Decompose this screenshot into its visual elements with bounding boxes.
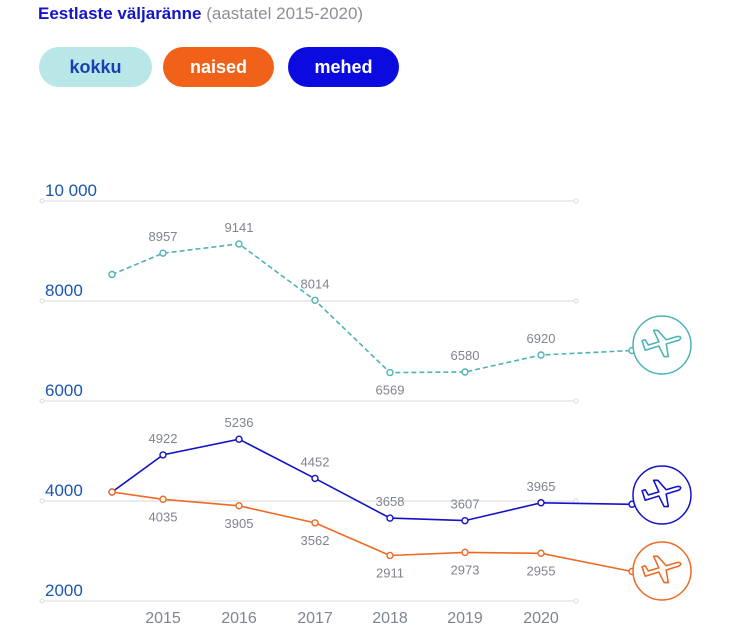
data-point-naised (108, 488, 116, 496)
data-label-mehed: 3658 (376, 494, 405, 509)
plane-icon (641, 329, 682, 358)
data-point-mehed (461, 516, 469, 525)
data-point-mehed (386, 514, 394, 522)
x-tick-label: 2017 (297, 610, 333, 627)
grid-line-start-dot (39, 398, 45, 404)
data-label-naised: 3905 (225, 516, 254, 531)
grid-line-end-dot (573, 298, 579, 304)
x-tick-label: 2016 (221, 610, 257, 627)
filter-naised-button[interactable]: naised (163, 47, 274, 87)
data-label-naised: 4035 (149, 509, 178, 524)
x-tick-label: 2020 (523, 610, 559, 627)
data-point-kokku (461, 368, 469, 376)
data-point-naised (235, 502, 243, 510)
data-label-mehed: 3965 (527, 479, 556, 494)
data-label-kokku: 6580 (451, 348, 480, 363)
plane-icon-circle-mehed (632, 465, 692, 525)
y-tick-label: 8000 (45, 281, 83, 300)
data-label-kokku: 8957 (149, 229, 178, 244)
chart-title-main: Eestlaste väljaränne (38, 4, 202, 23)
x-tick-label: 2019 (447, 610, 483, 627)
plane-icon (641, 555, 682, 584)
series-line-naised (111, 491, 633, 573)
data-label-mehed: 4922 (149, 431, 178, 446)
data-point-naised (461, 548, 469, 557)
data-label-kokku: 6920 (527, 331, 556, 346)
data-point-naised (159, 495, 167, 503)
chart-title-sub: (aastatel 2015-2020) (201, 4, 364, 23)
filter-mehed-button[interactable]: mehed (288, 47, 399, 87)
data-label-naised: 2955 (527, 563, 556, 578)
plane-icon-circle-kokku (632, 315, 692, 375)
filter-kokku-button[interactable]: kokku (39, 47, 152, 87)
data-label-kokku: 6569 (376, 383, 405, 398)
grid-line-end-dot (573, 598, 579, 604)
y-tick-label: 4000 (45, 481, 83, 500)
grid-line-end-dot (573, 498, 579, 504)
chart-title: Eestlaste väljaränne (aastatel 2015-2020… (38, 4, 363, 24)
data-point-kokku (108, 270, 116, 279)
data-label-mehed: 3607 (451, 497, 480, 512)
series-line-kokku (111, 243, 633, 374)
data-point-kokku (311, 296, 319, 304)
data-label-naised: 2973 (451, 562, 480, 577)
data-point-kokku (386, 368, 394, 377)
data-label-naised: 3562 (301, 533, 330, 548)
data-label-kokku: 8014 (301, 276, 330, 291)
data-point-kokku (159, 249, 167, 257)
data-point-naised (386, 551, 394, 560)
x-tick-label: 2018 (372, 610, 408, 627)
plane-icon (641, 479, 682, 508)
grid-line-start-dot (39, 298, 45, 304)
data-point-kokku (537, 351, 545, 359)
data-point-mehed (537, 499, 545, 507)
grid-line-end-dot (573, 398, 579, 404)
grid-line-start-dot (39, 498, 45, 504)
data-label-mehed: 5236 (225, 415, 254, 430)
grid-line-start-dot (39, 198, 45, 204)
data-point-mehed (311, 474, 319, 483)
y-tick-label: 2000 (45, 581, 83, 600)
data-label-mehed: 4452 (301, 454, 330, 469)
data-point-naised (311, 519, 319, 527)
plane-icon-circle-naised (632, 541, 692, 601)
y-tick-label: 10 000 (45, 181, 97, 200)
grid-line-end-dot (573, 198, 579, 204)
y-tick-label: 6000 (45, 381, 83, 400)
grid-line-start-dot (39, 598, 45, 604)
data-point-mehed (235, 435, 243, 443)
data-point-mehed (159, 451, 167, 459)
x-tick-label: 2015 (145, 610, 181, 627)
data-label-naised: 2911 (376, 565, 404, 580)
series-line-mehed (111, 438, 633, 522)
data-point-kokku (235, 240, 243, 248)
data-label-kokku: 9141 (225, 220, 254, 235)
data-point-naised (537, 549, 545, 557)
